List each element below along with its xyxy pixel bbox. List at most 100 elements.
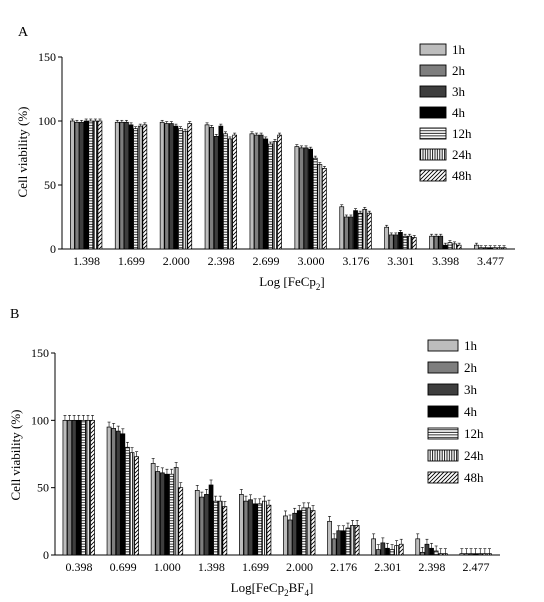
bar [362, 208, 368, 250]
x-tick-label: 2.699 [253, 254, 280, 268]
x-tick-label: 3.398 [432, 254, 459, 268]
bar [194, 490, 200, 556]
bar [209, 127, 214, 250]
bar [478, 247, 484, 250]
legend-label: 12h [452, 126, 472, 141]
bar [137, 125, 143, 250]
legend-label: 4h [464, 404, 478, 419]
x-tick-label: 1.699 [242, 560, 269, 574]
bar [411, 237, 417, 250]
x-tick-label: 1.000 [154, 560, 181, 574]
x-axis-label-a-sub: 2 [316, 282, 321, 292]
legend-label: 48h [464, 470, 484, 485]
x-tick-label: 3.000 [297, 254, 324, 268]
legend-swatch [427, 427, 459, 440]
bar [218, 125, 224, 250]
bar [345, 527, 351, 556]
bar [204, 124, 210, 250]
bar [380, 542, 386, 556]
x-tick-label: 2.176 [330, 560, 357, 574]
bar [178, 487, 184, 556]
x-axis-label-a-end: ] [320, 274, 324, 289]
bar [142, 124, 148, 250]
bar [263, 138, 269, 250]
bar [173, 125, 179, 250]
bar [296, 510, 302, 556]
bar [125, 446, 130, 556]
bar [385, 547, 390, 556]
x-tick-label: 2.000 [286, 560, 313, 574]
x-tick-label: 1.398 [198, 560, 225, 574]
x-tick-label: 1.699 [118, 254, 145, 268]
legend-swatch [427, 449, 459, 462]
x-tick-label: 3.477 [477, 254, 504, 268]
x-axis-label-b-end: ] [309, 580, 313, 595]
bar [222, 506, 228, 556]
bar [124, 121, 129, 250]
bar [133, 128, 138, 250]
bar [353, 210, 358, 250]
bar [120, 433, 126, 556]
bar [292, 512, 297, 556]
x-tick-label: 2.301 [374, 560, 401, 574]
bar [357, 212, 363, 250]
bar [249, 133, 255, 250]
x-tick-label: 0.398 [66, 560, 93, 574]
legend-swatch [419, 43, 447, 56]
bar [367, 212, 372, 250]
bar [354, 525, 360, 556]
legend-swatch [419, 106, 447, 119]
bar [169, 123, 174, 250]
x-tick-label: 1.398 [73, 254, 100, 268]
legend-swatch [427, 471, 459, 484]
bar [294, 146, 300, 250]
x-axis-label-a-main: Log [FeCp [259, 274, 316, 289]
bar [452, 243, 457, 250]
x-axis-label-b-main: Log[FeCp [231, 580, 284, 595]
bar [248, 499, 253, 556]
y-tick-label: 150 [31, 346, 49, 360]
bar [119, 121, 125, 250]
bar [473, 553, 478, 556]
bar [371, 538, 376, 556]
bar [482, 553, 488, 556]
bar [474, 244, 479, 250]
bar [303, 147, 309, 250]
x-tick-label: 2.398 [208, 254, 235, 268]
bar [306, 507, 311, 556]
legend-label: 24h [464, 448, 484, 463]
legend-swatch [419, 85, 447, 98]
bar [169, 473, 174, 556]
bar [129, 452, 135, 556]
legend-swatch [427, 361, 459, 374]
bar [164, 473, 170, 556]
bar [336, 530, 342, 556]
y-axis-label-a: Cell viability (%) [15, 107, 30, 198]
y-tick-label: 0 [43, 548, 49, 562]
legend-swatch [419, 169, 447, 182]
bar [88, 120, 94, 250]
x-axis-label-b: Log[FeCp2BF4] [231, 580, 314, 598]
bar [312, 157, 318, 250]
legend-label: 2h [452, 63, 466, 78]
bar [438, 553, 444, 556]
bar [252, 503, 258, 556]
bar [268, 143, 273, 250]
bar [456, 244, 462, 250]
bar [375, 549, 381, 556]
bar [217, 500, 223, 556]
legend-label: 3h [464, 382, 478, 397]
x-axis-label-b-mid: BF [289, 580, 305, 595]
bar [317, 164, 323, 250]
bar [492, 247, 498, 250]
x-tick-label: 2.398 [418, 560, 445, 574]
bar [257, 503, 263, 556]
bar [173, 467, 179, 556]
bar [97, 120, 103, 250]
bar [74, 121, 80, 250]
y-tick-label: 50 [37, 481, 49, 495]
bar [310, 510, 316, 556]
legend-a: 1h 2h 3h 4h 12h 24h 48h [419, 42, 472, 183]
bar [79, 121, 84, 250]
bar [331, 538, 337, 556]
